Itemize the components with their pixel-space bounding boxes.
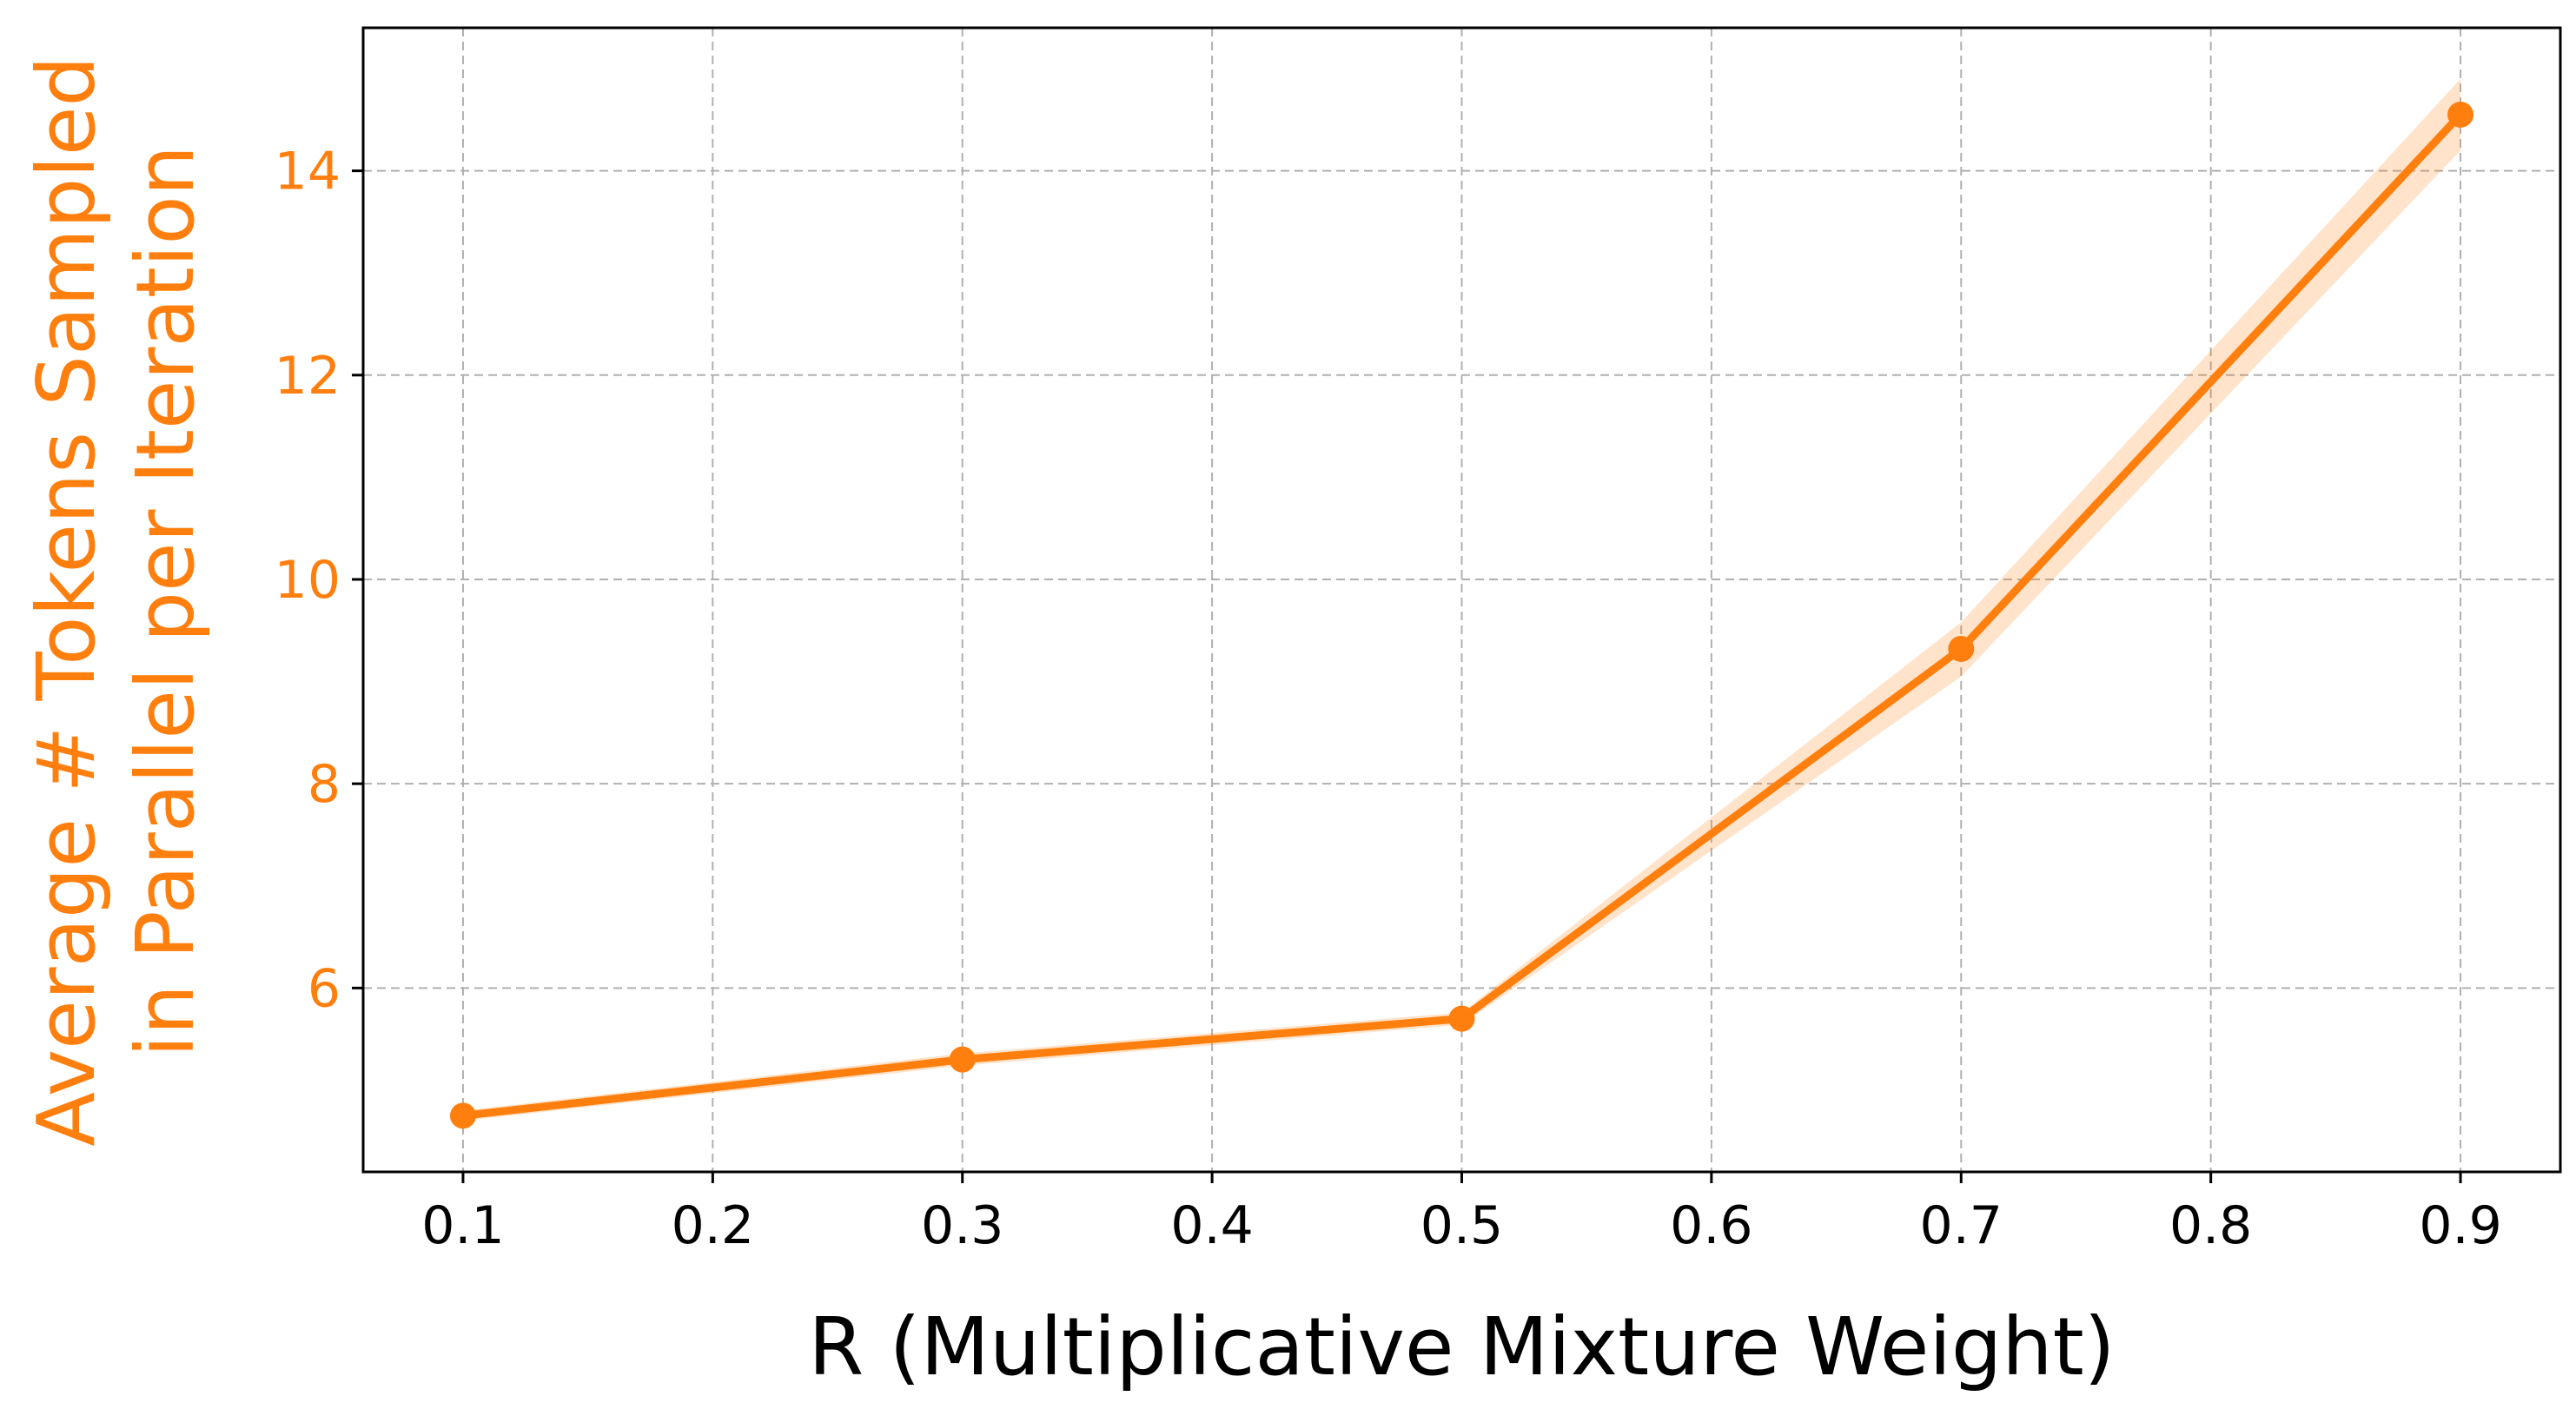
data-points <box>449 101 2474 1129</box>
x-tick-label: 0.1 <box>421 1195 504 1256</box>
y-axis-label-line-1: Average # Tokens Sampled <box>20 56 113 1147</box>
data-point <box>1448 1005 1475 1032</box>
x-tick-label: 0.5 <box>1420 1195 1503 1256</box>
data-point <box>949 1046 976 1073</box>
y-axis-ticks: 6 8 10 12 14 <box>275 142 363 1019</box>
y-tick-label: 8 <box>308 754 341 815</box>
data-point <box>1948 635 1975 662</box>
x-tick-label: 0.3 <box>921 1195 1003 1256</box>
data-point <box>2447 101 2474 128</box>
x-tick-label: 0.8 <box>2169 1195 2252 1256</box>
data-point <box>449 1102 476 1129</box>
y-tick-label: 12 <box>275 346 341 407</box>
y-tick-label: 6 <box>308 958 341 1019</box>
x-tick-label: 0.7 <box>1920 1195 2003 1256</box>
x-axis-ticks: 0.1 0.2 0.3 0.4 0.5 0.6 0.7 0.8 0.9 <box>421 1172 2502 1256</box>
y-axis-label-line-2: in Parallel per Iteration <box>119 145 212 1057</box>
y-tick-label: 10 <box>275 550 341 611</box>
x-tick-label: 0.2 <box>672 1195 754 1256</box>
x-tick-label: 0.4 <box>1170 1195 1253 1256</box>
x-axis-label: R (Multiplicative Mixture Weight) <box>808 1300 2115 1393</box>
grid-lines <box>363 28 2560 1172</box>
x-tick-label: 0.9 <box>2419 1195 2501 1256</box>
x-tick-label: 0.6 <box>1670 1195 1752 1256</box>
y-tick-label: 14 <box>275 142 341 202</box>
